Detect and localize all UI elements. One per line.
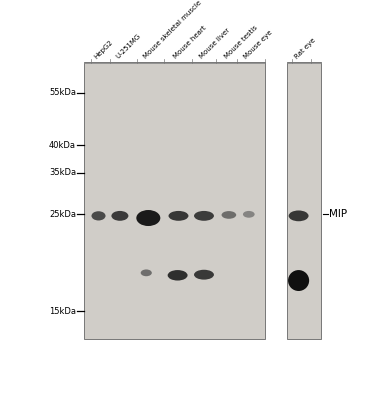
Ellipse shape xyxy=(194,211,214,221)
Text: 35kDa: 35kDa xyxy=(49,168,76,177)
Text: MIP: MIP xyxy=(329,209,347,219)
Text: Mouse testis: Mouse testis xyxy=(224,24,259,60)
Ellipse shape xyxy=(91,211,105,220)
Ellipse shape xyxy=(141,270,152,276)
Ellipse shape xyxy=(222,211,236,219)
Text: Mouse heart: Mouse heart xyxy=(173,25,208,60)
Ellipse shape xyxy=(194,270,214,280)
Ellipse shape xyxy=(136,210,160,226)
Text: 40kDa: 40kDa xyxy=(49,140,76,150)
Ellipse shape xyxy=(168,270,187,280)
Ellipse shape xyxy=(288,270,309,291)
Text: HepG2: HepG2 xyxy=(93,39,114,60)
Ellipse shape xyxy=(289,210,308,221)
Bar xyxy=(287,62,321,339)
Text: Mouse liver: Mouse liver xyxy=(198,27,231,60)
Bar xyxy=(84,62,265,339)
Text: 15kDa: 15kDa xyxy=(49,307,76,316)
Text: Mouse eye: Mouse eye xyxy=(243,29,274,60)
Ellipse shape xyxy=(169,211,189,221)
Text: 25kDa: 25kDa xyxy=(49,210,76,219)
Ellipse shape xyxy=(112,211,129,221)
Text: Mouse skeletal muscle: Mouse skeletal muscle xyxy=(143,0,203,60)
Text: 55kDa: 55kDa xyxy=(49,88,76,97)
Ellipse shape xyxy=(243,211,255,218)
Text: Rat eye: Rat eye xyxy=(293,37,316,60)
Text: U-251MG: U-251MG xyxy=(115,33,142,60)
